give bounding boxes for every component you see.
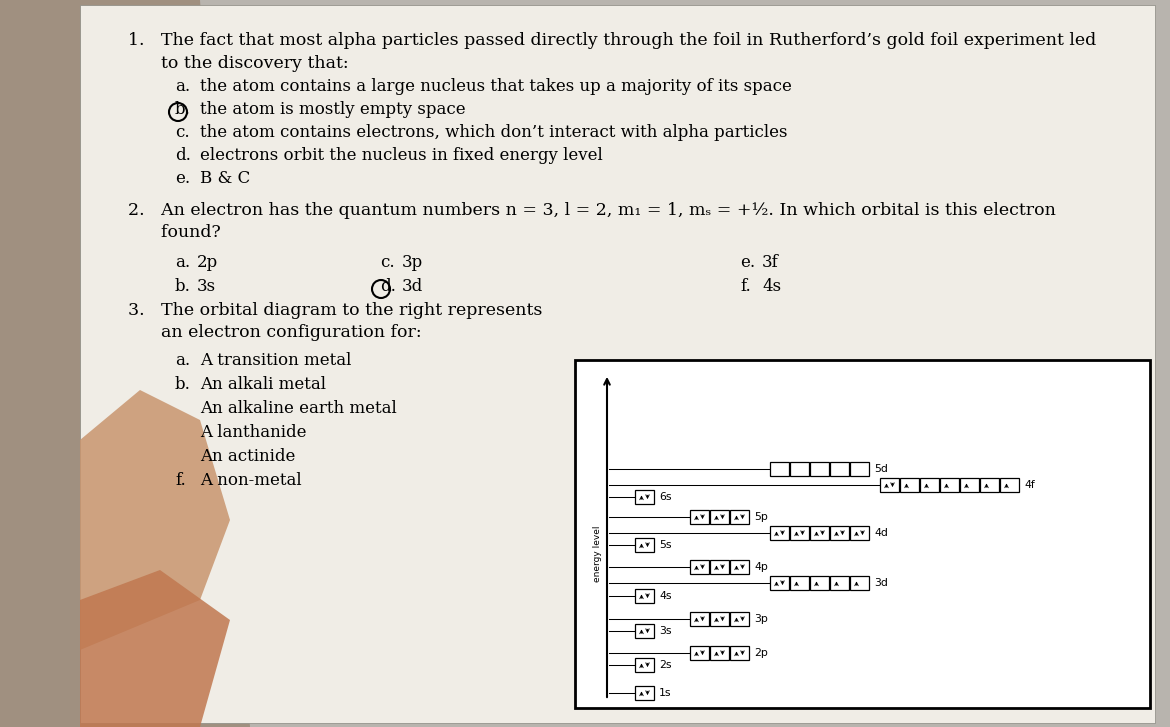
Text: a.: a. [176,352,190,369]
Bar [770,576,789,590]
Text: energy level: energy level [592,526,601,582]
Bar [790,576,808,590]
Text: An actinide: An actinide [200,448,295,465]
Bar [830,526,849,540]
Bar [920,478,940,492]
Text: e.: e. [739,254,755,271]
Text: electrons orbit the nucleus in fixed energy level: electrons orbit the nucleus in fixed ene… [200,147,603,164]
Text: 2s: 2s [659,660,672,670]
Bar [880,478,899,492]
Bar [810,526,830,540]
Bar [690,646,709,660]
Bar [961,478,979,492]
Bar [1000,478,1019,492]
Bar [790,462,808,476]
Bar [980,478,999,492]
Bar [770,462,789,476]
Text: A lanthanide: A lanthanide [200,424,307,441]
Text: a.: a. [176,78,190,95]
Text: 3s: 3s [659,626,672,636]
Bar [635,490,654,504]
Text: the atom is mostly empty space: the atom is mostly empty space [200,101,466,118]
Bar [830,576,849,590]
Text: e.: e. [176,170,190,187]
Bar [635,538,654,552]
Text: 5d: 5d [874,464,888,474]
Bar [810,576,830,590]
Text: A non-metal: A non-metal [200,472,302,489]
Text: 2p: 2p [753,648,768,658]
Bar [849,462,869,476]
Polygon shape [80,390,230,650]
Text: 1s: 1s [659,688,672,698]
Text: 3s: 3s [197,278,216,295]
Polygon shape [0,0,250,727]
Bar [635,658,654,672]
Bar [635,589,654,603]
Text: found?: found? [128,224,221,241]
Text: 6s: 6s [659,492,672,502]
Text: 5p: 5p [753,512,768,522]
Bar [710,560,729,574]
Text: An alkaline earth metal: An alkaline earth metal [200,400,397,417]
Text: b.: b. [176,376,191,393]
Text: 4s: 4s [762,278,782,295]
Text: 1.   The fact that most alpha particles passed directly through the foil in Ruth: 1. The fact that most alpha particles pa… [128,32,1096,49]
Bar [730,560,749,574]
Text: d.: d. [176,147,191,164]
Text: b.: b. [176,101,191,118]
Text: 2p: 2p [197,254,219,271]
Bar [830,462,849,476]
Text: to the discovery that:: to the discovery that: [128,55,349,72]
Text: c.: c. [380,254,394,271]
Text: 3d: 3d [402,278,424,295]
Bar [810,462,830,476]
Text: B & C: B & C [200,170,250,187]
Bar [690,560,709,574]
Text: 3d: 3d [874,578,888,588]
Text: 4p: 4p [753,562,768,572]
Bar [574,360,1150,708]
Bar [690,510,709,524]
Bar [730,612,749,626]
Text: 3p: 3p [402,254,424,271]
Text: A transition metal: A transition metal [200,352,351,369]
Text: 3p: 3p [753,614,768,624]
Bar [730,510,749,524]
Text: 5s: 5s [659,540,672,550]
Bar [710,510,729,524]
Text: the atom contains a large nucleus that takes up a majority of its space: the atom contains a large nucleus that t… [200,78,792,95]
Bar [849,526,869,540]
Bar [690,612,709,626]
Text: 4s: 4s [659,591,672,601]
Bar [770,526,789,540]
Text: 4f: 4f [1024,480,1034,490]
Bar [635,686,654,700]
Text: 4d: 4d [874,528,888,538]
Text: f.: f. [176,472,186,489]
Text: the atom contains electrons, which don’t interact with alpha particles: the atom contains electrons, which don’t… [200,124,787,141]
Text: 3f: 3f [762,254,779,271]
Bar [635,624,654,638]
Bar [710,646,729,660]
Text: c.: c. [176,124,190,141]
Text: An alkali metal: An alkali metal [200,376,326,393]
Text: an electron configuration for:: an electron configuration for: [128,324,421,341]
Text: f.: f. [739,278,751,295]
Text: 3.   The orbital diagram to the right represents: 3. The orbital diagram to the right repr… [128,302,543,319]
Text: a.: a. [176,254,190,271]
Bar [940,478,959,492]
Bar [849,576,869,590]
Bar [710,612,729,626]
Text: d.: d. [380,278,395,295]
Bar [900,478,918,492]
Bar [790,526,808,540]
Text: b.: b. [176,278,191,295]
Bar [730,646,749,660]
Polygon shape [80,570,230,727]
Text: 2.   An electron has the quantum numbers n = 3, l = 2, m₁ = 1, mₛ = +½. In which: 2. An electron has the quantum numbers n… [128,202,1055,219]
